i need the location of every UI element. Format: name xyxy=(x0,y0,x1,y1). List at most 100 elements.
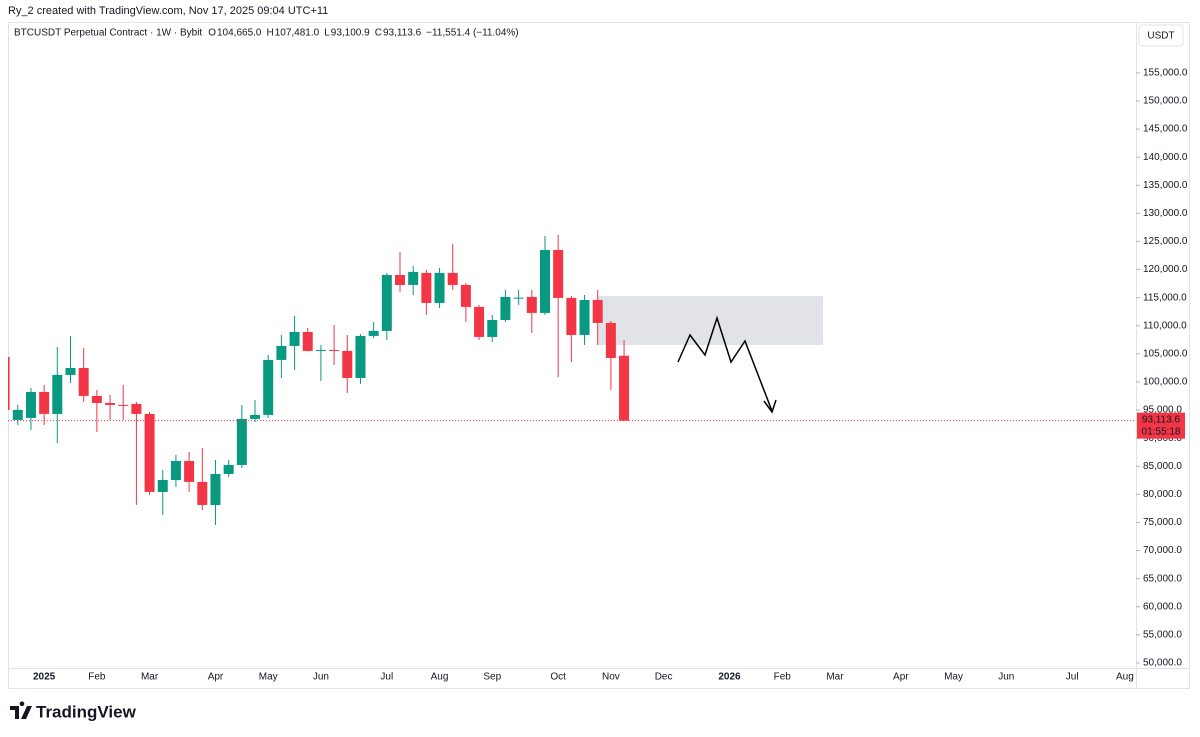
candle-body xyxy=(78,367,89,396)
candle-body xyxy=(8,356,10,410)
candle-body xyxy=(144,413,155,492)
candle-body xyxy=(210,473,221,505)
symbol-legend: BTCUSDT Perpetual Contract · 1W · Bybit xyxy=(14,28,202,39)
x-tick-label: Oct xyxy=(550,672,566,683)
brand-name: TradingView xyxy=(36,702,137,721)
candle-body xyxy=(526,296,537,313)
y-tick-label: 120,000.0 xyxy=(1143,264,1188,275)
candle-body xyxy=(263,359,274,415)
candle-body xyxy=(395,274,405,285)
candle-body xyxy=(250,414,261,419)
projection-path xyxy=(677,315,773,412)
created-note: Ry_2 created with TradingView.com, Nov 1… xyxy=(8,5,328,17)
candle-body xyxy=(315,349,326,351)
x-tick-label: 2025 xyxy=(33,672,56,683)
y-tick-label: 100,000.0 xyxy=(1143,377,1188,388)
candle-body xyxy=(434,272,445,303)
x-tick-label: Feb xyxy=(774,672,792,683)
x-tick-label: Dec xyxy=(655,672,673,683)
candle-body xyxy=(65,367,76,375)
candle-body xyxy=(276,345,287,360)
x-tick-label: May xyxy=(944,672,963,683)
currency-button[interactable] xyxy=(1138,24,1184,47)
x-tick-label: Nov xyxy=(602,672,620,683)
x-tick-label: 2026 xyxy=(718,672,741,683)
plot-area xyxy=(8,234,630,525)
y-tick-label: 125,000.0 xyxy=(1143,236,1188,247)
candle-body xyxy=(619,355,630,421)
candle-body xyxy=(474,306,485,337)
y-tick-label: 70,000.0 xyxy=(1143,545,1182,556)
y-tick-label: 145,000.0 xyxy=(1143,124,1188,135)
x-tick-label: Feb xyxy=(88,672,106,683)
candle-body xyxy=(487,319,498,337)
candle-body xyxy=(131,403,142,414)
legend-key: H xyxy=(266,28,273,39)
candle-body xyxy=(381,274,392,331)
y-tick-label: 155,000.0 xyxy=(1143,68,1188,79)
y-tick-label: 95,000.0 xyxy=(1143,405,1182,416)
candle-body xyxy=(592,299,603,323)
candle-body xyxy=(118,404,129,406)
x-tick-label: Jun xyxy=(313,672,329,683)
candle-body xyxy=(539,249,550,313)
y-tick-label: 80,000.0 xyxy=(1143,489,1182,500)
candle-body xyxy=(421,272,432,303)
y-tick-label: 50,000.0 xyxy=(1143,658,1182,669)
x-tick-label: Sep xyxy=(483,672,501,683)
y-tick-label: 85,000.0 xyxy=(1143,461,1182,472)
symbol-info: BTCUSDT Perpetual Contract · 1W · Bybit xyxy=(14,28,202,39)
candle-body xyxy=(355,335,366,378)
candle-body xyxy=(342,350,353,378)
y-tick-label: 55,000.0 xyxy=(1143,629,1182,640)
y-tick-label: 115,000.0 xyxy=(1143,292,1187,303)
legend-value: 93,100.9 xyxy=(331,28,370,39)
candle-body xyxy=(105,402,116,405)
x-tick-label: Mar xyxy=(141,672,159,683)
candle-body xyxy=(289,331,300,346)
currency-label[interactable]: USDT xyxy=(1147,31,1174,42)
candle-body xyxy=(605,322,616,358)
brand-logo: TradingView xyxy=(10,701,137,721)
candle-body xyxy=(236,418,247,465)
candle-body xyxy=(170,460,181,480)
projection-arrowhead xyxy=(763,399,777,414)
last-price-tag xyxy=(1137,412,1185,439)
legend-key: C xyxy=(375,28,382,39)
y-tick-label: 135,000.0 xyxy=(1143,180,1188,191)
x-tick-label: Jul xyxy=(380,672,393,683)
candle-body xyxy=(553,249,564,298)
last-price-label: 93,113.6 xyxy=(1142,414,1181,425)
x-tick-label: Jun xyxy=(998,672,1014,683)
candle-body xyxy=(12,409,23,420)
x-tick-label: Apr xyxy=(208,672,224,683)
candle-body xyxy=(184,460,195,482)
candle-body xyxy=(329,349,340,351)
x-tick-label: Aug xyxy=(1116,672,1134,683)
candle-body xyxy=(368,330,379,336)
y-tick-label: 60,000.0 xyxy=(1143,601,1182,612)
candle-body xyxy=(566,297,577,335)
candle-body xyxy=(302,331,313,351)
bar-countdown: 01:55:18 xyxy=(1142,426,1181,437)
candle-body xyxy=(52,374,63,414)
candle-body xyxy=(460,284,471,307)
y-tick-label: 65,000.0 xyxy=(1143,573,1182,584)
candle-body xyxy=(223,464,234,474)
legend-value: 104,665.0 xyxy=(217,28,262,39)
candle-body xyxy=(579,299,590,335)
y-tick-label: 130,000.0 xyxy=(1143,208,1188,219)
logo-mark xyxy=(10,701,32,719)
y-tick-label: 110,000.0 xyxy=(1143,320,1187,331)
legend-key: O xyxy=(208,28,216,39)
y-tick-label: 150,000.0 xyxy=(1143,96,1188,107)
x-tick-label: Apr xyxy=(893,672,909,683)
candle-body xyxy=(197,481,208,505)
legend-change: −11,551.4 (−11.04%) xyxy=(426,28,518,39)
legend-value: 107,481.0 xyxy=(275,28,320,39)
candle-body xyxy=(39,391,50,414)
candle-body xyxy=(513,297,524,299)
y-tick-label: 75,000.0 xyxy=(1143,517,1182,528)
